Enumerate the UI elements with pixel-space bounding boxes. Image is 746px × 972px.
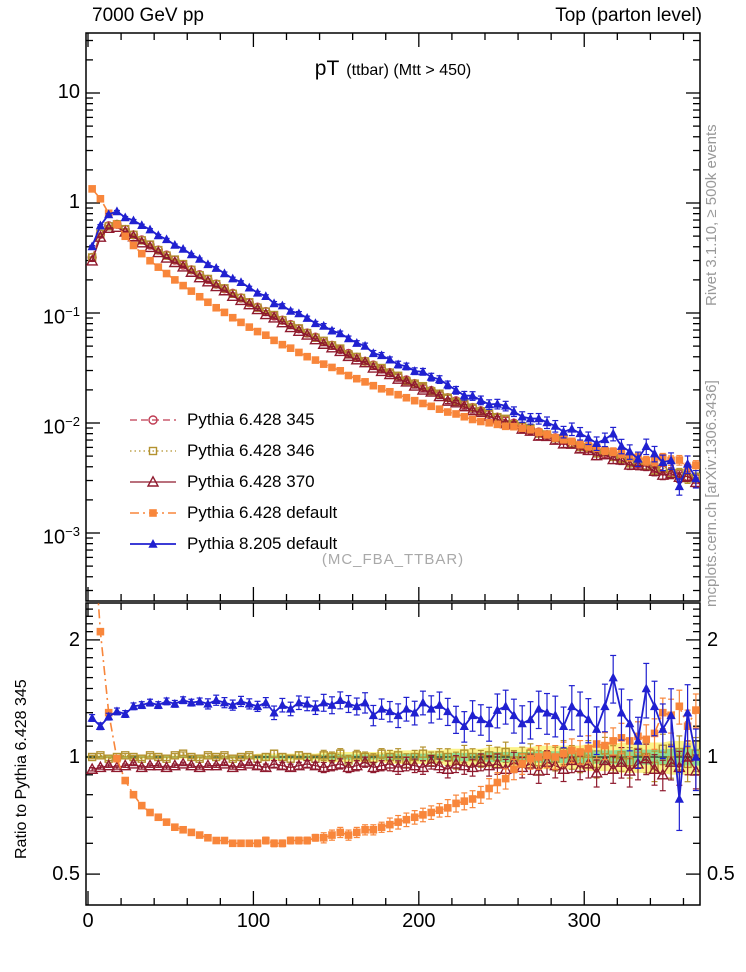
ratio-y-tick-label-right: 2 bbox=[707, 628, 719, 651]
legend-label: Pythia 6.428 346 bbox=[187, 440, 315, 460]
plot-title-cut: (ttbar) (Mtt > 450) bbox=[346, 62, 472, 79]
series-pythia-8-205-default-ratio bbox=[87, 654, 700, 832]
series-pythia-8-205-default bbox=[87, 206, 700, 496]
ratio-y-tick-label-right: 1 bbox=[707, 746, 719, 768]
legend-item: Pythia 6.428 345 bbox=[129, 404, 337, 435]
main-y-tick-label: 10 bbox=[57, 81, 80, 103]
main-panel-frame bbox=[85, 32, 701, 602]
mcplots-arxiv-note: mcplots.cern.ch [arXiv:1306.3436] bbox=[703, 380, 720, 607]
rivet-version-note: Rivet 3.1.10, ≥ 500k events bbox=[703, 124, 720, 306]
legend-marker-sample bbox=[130, 414, 176, 425]
legend-marker-sample bbox=[130, 446, 176, 455]
ratio-y-tick-label-left: 2 bbox=[68, 628, 80, 651]
legend-marker-sample bbox=[130, 538, 176, 548]
main-y-tick-label: 1 bbox=[68, 191, 80, 213]
main-y-tick-label: 10−3 bbox=[42, 524, 80, 549]
x-tick-label: 300 bbox=[567, 910, 601, 932]
legend-item: Pythia 6.428 346 bbox=[129, 435, 337, 466]
legend-label: Pythia 6.428 default bbox=[187, 502, 338, 522]
plot-title: pT (ttbar) (Mtt > 450) bbox=[86, 57, 700, 81]
legend-label: Pythia 6.428 370 bbox=[187, 471, 315, 491]
main-y-tick-label: 10−1 bbox=[42, 304, 80, 329]
legend-marker-sample bbox=[130, 474, 176, 487]
ratio-y-tick-label-left: 0.5 bbox=[52, 863, 80, 886]
x-tick-label: 200 bbox=[402, 910, 436, 932]
legend-label: Pythia 6.428 345 bbox=[187, 409, 315, 429]
analysis-level-label: Top (parton level) bbox=[555, 5, 702, 26]
legend-item: Pythia 6.428 370 bbox=[129, 466, 337, 497]
x-tick-label: 0 bbox=[82, 910, 94, 932]
legend-marker-sample bbox=[130, 508, 176, 517]
watermark: (MC_FBA_TTBAR) bbox=[321, 551, 465, 568]
main-y-tick-label: 10−2 bbox=[42, 414, 80, 439]
ratio-y-tick-label-left: 1 bbox=[68, 746, 80, 768]
legend-item: Pythia 6.428 default bbox=[129, 497, 337, 528]
beam-energy-label: 7000 GeV pp bbox=[92, 5, 204, 26]
x-tick-label: 100 bbox=[236, 910, 271, 932]
ratio-y-tick-label-right: 0.5 bbox=[707, 863, 735, 886]
plot-title-observable: pT bbox=[314, 57, 340, 80]
axis-ticks bbox=[86, 33, 700, 905]
legend-label: Pythia 8.205 default bbox=[187, 533, 338, 553]
legend: Pythia 6.428 345 Pythia 6.428 346 Pythia 6… bbox=[129, 404, 337, 559]
legend-item: Pythia 8.205 default bbox=[129, 528, 337, 559]
